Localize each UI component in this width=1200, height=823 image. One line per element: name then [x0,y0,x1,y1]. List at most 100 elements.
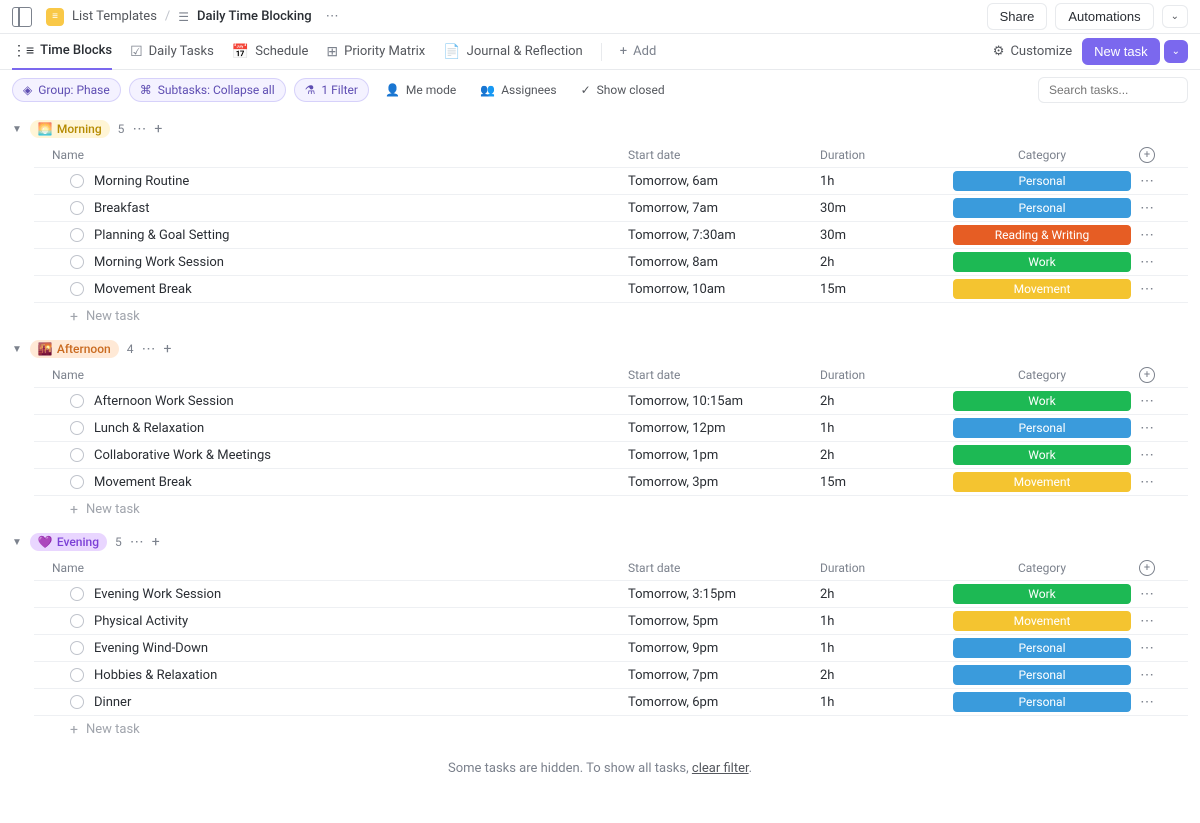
status-circle-icon[interactable] [70,668,84,682]
status-circle-icon[interactable] [70,255,84,269]
col-category-header[interactable]: Category [952,148,1132,162]
status-circle-icon[interactable] [70,228,84,242]
phase-badge[interactable]: 🌅Morning [30,120,110,138]
task-start-date[interactable]: Tomorrow, 10:15am [628,394,743,409]
task-start-date[interactable]: Tomorrow, 6pm [628,695,718,710]
task-duration[interactable]: 2h [820,448,834,463]
col-start-header[interactable]: Start date [628,561,820,575]
col-start-header[interactable]: Start date [628,368,820,382]
group-filter-pill[interactable]: ◈ Group: Phase [12,78,121,102]
status-circle-icon[interactable] [70,201,84,215]
category-badge[interactable]: Work [953,445,1131,465]
category-badge[interactable]: Personal [953,665,1131,685]
col-category-header[interactable]: Category [952,561,1132,575]
task-start-date[interactable]: Tomorrow, 1pm [628,448,718,463]
task-duration[interactable]: 15m [820,475,846,490]
filter-count-pill[interactable]: ⚗ 1 Filter [294,78,369,102]
category-badge[interactable]: Movement [953,611,1131,631]
row-more-icon[interactable]: ⋯ [1140,667,1154,683]
col-name-header[interactable]: Name [34,148,628,162]
task-start-date[interactable]: Tomorrow, 3:15pm [628,587,736,602]
category-badge[interactable]: Personal [953,638,1131,658]
task-duration[interactable]: 30m [820,228,846,243]
table-row[interactable]: Physical ActivityTomorrow, 5pm1hMovement… [34,608,1188,635]
task-name[interactable]: Planning & Goal Setting [94,228,229,243]
task-name[interactable]: Hobbies & Relaxation [94,668,217,683]
category-badge[interactable]: Work [953,252,1131,272]
col-duration-header[interactable]: Duration [820,148,952,162]
task-start-date[interactable]: Tomorrow, 9pm [628,641,718,656]
new-task-chevron-icon[interactable]: ⌄ [1164,40,1188,63]
tab-priority-matrix[interactable]: ⊞Priority Matrix [326,34,425,70]
tab-schedule[interactable]: 📅Schedule [232,34,309,70]
table-row[interactable]: Planning & Goal SettingTomorrow, 7:30am3… [34,222,1188,249]
table-row[interactable]: Evening Work Session Tomorrow, 3:15pm 2h Wo… [34,581,1188,608]
task-name[interactable]: Movement Break [94,475,192,490]
tab-daily-tasks[interactable]: ☑Daily Tasks [130,34,214,70]
status-circle-icon[interactable] [70,641,84,655]
task-name[interactable]: Physical Activity [94,614,188,629]
status-circle-icon[interactable] [70,174,84,188]
category-badge[interactable]: Movement [953,279,1131,299]
task-name[interactable]: Evening Wind-Down [94,641,208,656]
status-circle-icon[interactable] [70,448,84,462]
phase-badge[interactable]: 💜Evening [30,533,107,551]
group-add-icon[interactable]: + [152,534,160,550]
category-badge[interactable]: Personal [953,418,1131,438]
breadcrumb-title[interactable]: Daily Time Blocking [197,9,312,24]
task-duration[interactable]: 2h [820,668,834,683]
me-mode-chip[interactable]: 👤 Me mode [377,79,464,101]
col-start-header[interactable]: Start date [628,148,820,162]
task-start-date[interactable]: Tomorrow, 7am [628,201,718,216]
status-circle-icon[interactable] [70,394,84,408]
search-input[interactable] [1049,83,1177,97]
task-duration[interactable]: 2h [820,394,834,409]
task-duration[interactable]: 15m [820,282,846,297]
table-row[interactable]: Morning RoutineTomorrow, 6am1hPersonal⋯ [34,168,1188,195]
row-more-icon[interactable]: ⋯ [1140,173,1154,189]
table-row[interactable]: BreakfastTomorrow, 7am30mPersonal⋯ [34,195,1188,222]
task-name[interactable]: Dinner [94,695,131,710]
task-duration[interactable]: 2h [820,587,834,602]
category-badge[interactable]: Movement [953,472,1131,492]
status-circle-icon[interactable] [70,282,84,296]
task-name[interactable]: Lunch & Relaxation [94,421,204,436]
task-start-date[interactable]: Tomorrow, 3pm [628,475,718,490]
row-more-icon[interactable]: ⋯ [1140,393,1154,409]
task-name[interactable]: Evening Work Session [94,587,221,602]
task-start-date[interactable]: Tomorrow, 7pm [628,668,718,683]
search-box[interactable] [1038,77,1188,103]
customize-button[interactable]: ⚙ Customize [993,44,1072,59]
task-duration[interactable]: 1h [820,695,834,710]
task-start-date[interactable]: Tomorrow, 5pm [628,614,718,629]
tab-journal-reflection[interactable]: 📄Journal & Reflection [443,34,583,70]
table-row[interactable]: Movement BreakTomorrow, 3pm15mMovement⋯ [34,469,1188,496]
category-badge[interactable]: Reading & Writing [953,225,1131,245]
task-duration[interactable]: 1h [820,174,834,189]
new-task-row[interactable]: +New task [34,496,1188,523]
status-circle-icon[interactable] [70,695,84,709]
row-more-icon[interactable]: ⋯ [1140,613,1154,629]
new-task-button[interactable]: New task [1082,38,1159,65]
task-name[interactable]: Breakfast [94,201,150,216]
status-circle-icon[interactable] [70,475,84,489]
group-more-icon[interactable]: ⋯ [132,121,146,137]
share-button[interactable]: Share [987,3,1048,30]
add-view-button[interactable]: + Add [620,44,657,59]
task-start-date[interactable]: Tomorrow, 10am [628,282,725,297]
task-name[interactable]: Afternoon Work Session [94,394,234,409]
category-badge[interactable]: Work [953,584,1131,604]
row-more-icon[interactable]: ⋯ [1140,447,1154,463]
task-duration[interactable]: 30m [820,201,846,216]
task-duration[interactable]: 1h [820,641,834,656]
col-name-header[interactable]: Name [34,368,628,382]
group-more-icon[interactable]: ⋯ [130,534,144,550]
task-duration[interactable]: 2h [820,255,834,270]
row-more-icon[interactable]: ⋯ [1140,281,1154,297]
group-add-icon[interactable]: + [154,121,162,137]
status-circle-icon[interactable] [70,587,84,601]
row-more-icon[interactable]: ⋯ [1140,694,1154,710]
task-name[interactable]: Movement Break [94,282,192,297]
category-badge[interactable]: Personal [953,171,1131,191]
table-row[interactable]: Evening Wind-Down Tomorrow, 9pm 1h Personal… [34,635,1188,662]
